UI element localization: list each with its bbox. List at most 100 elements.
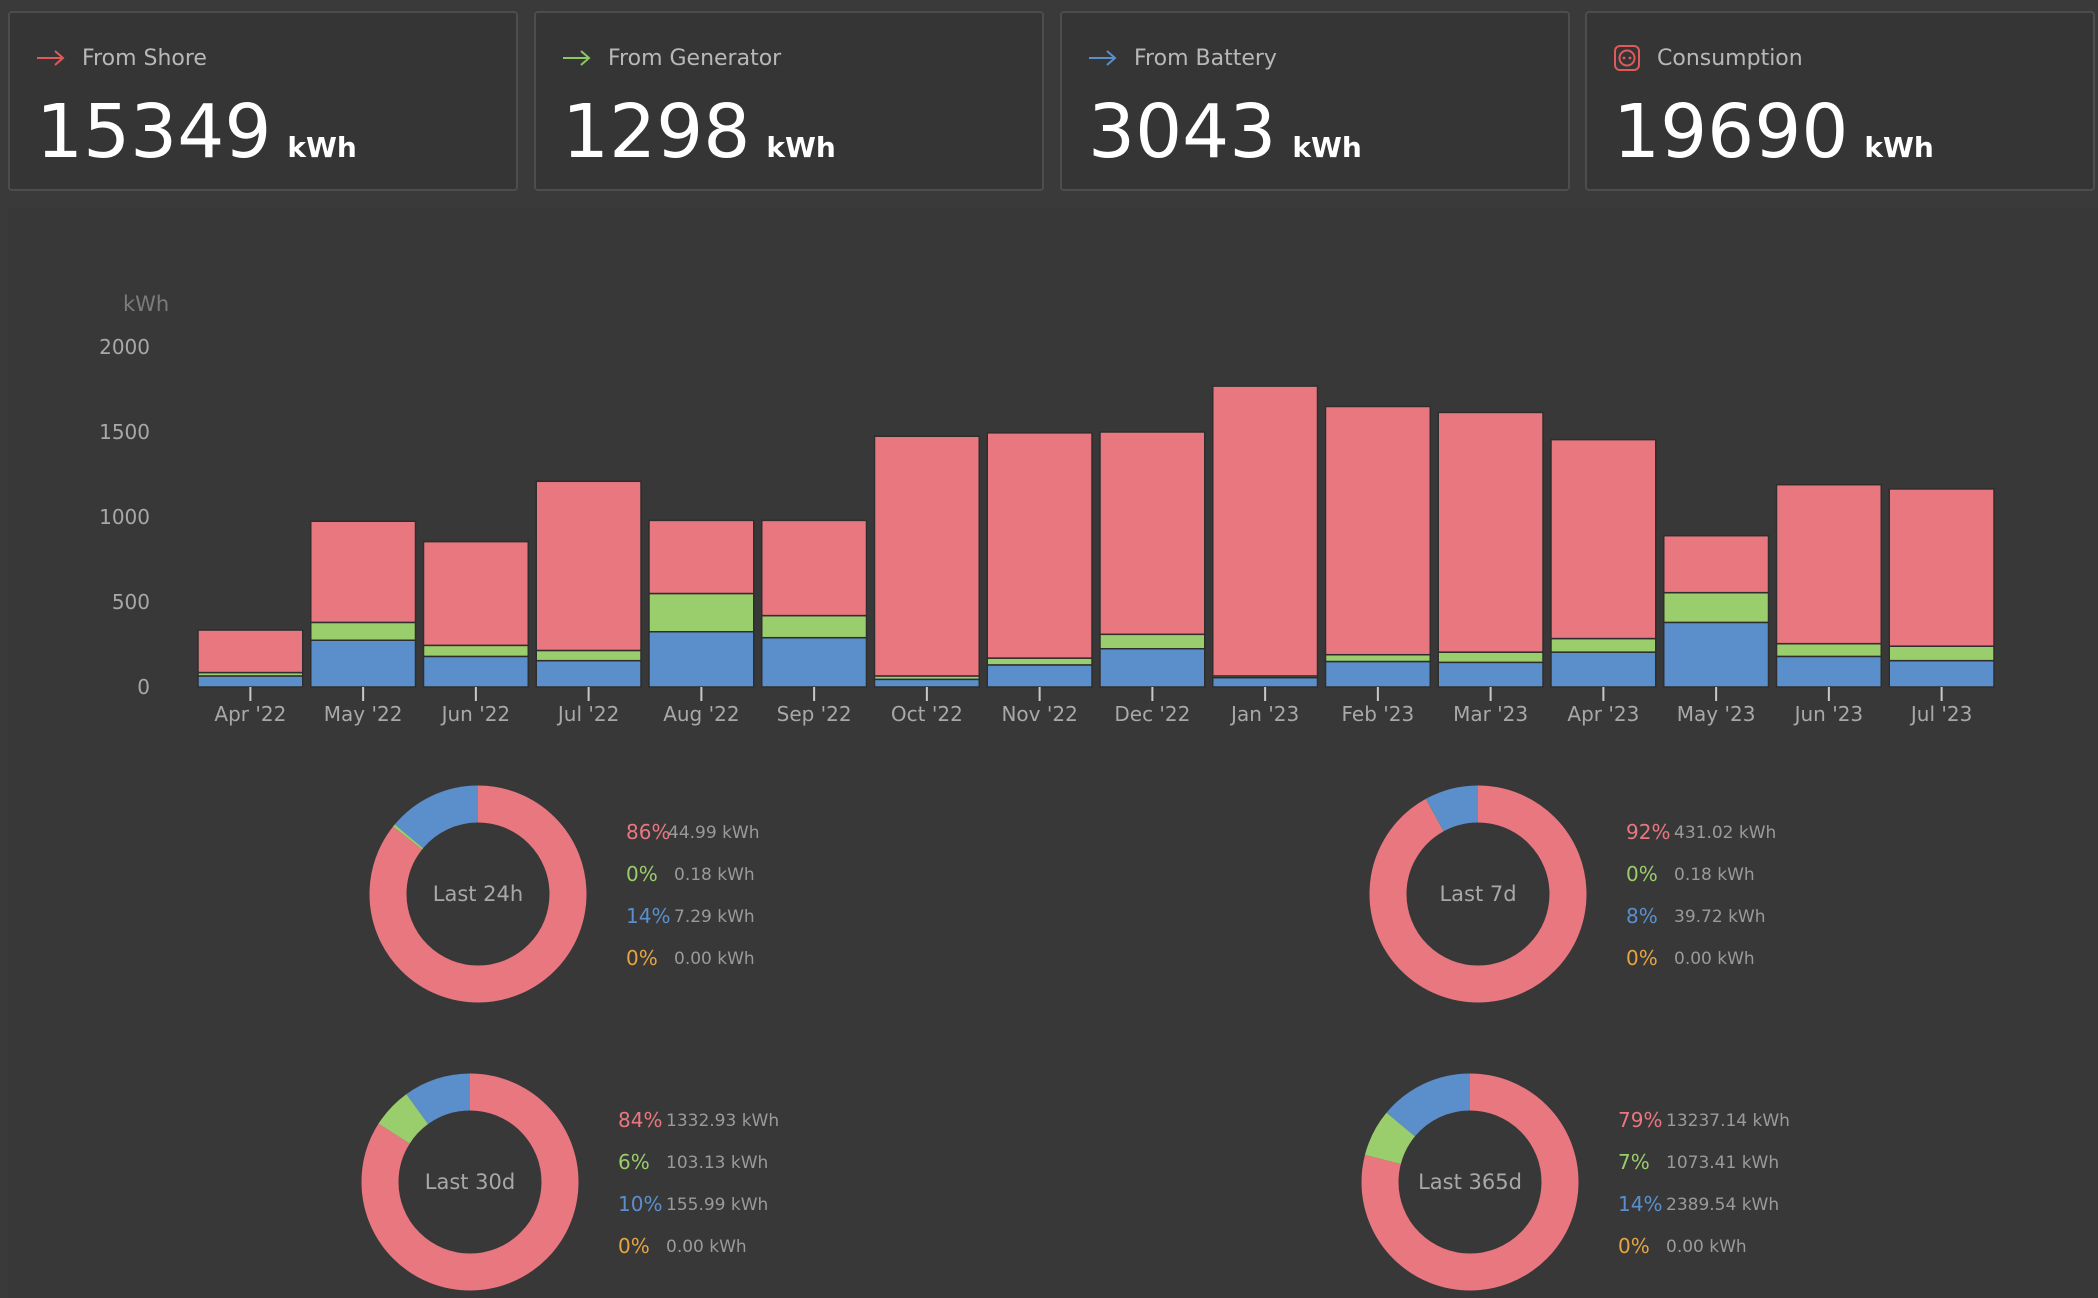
- bar-segment-from-battery[interactable]: [873, 678, 980, 688]
- bar-segment-from-battery[interactable]: [986, 664, 1093, 688]
- bar-segment-from-generator[interactable]: [1550, 637, 1657, 653]
- bar-segment-from-battery[interactable]: [648, 631, 755, 688]
- donut-chart-last-365d: Last 365d: [1361, 1073, 1579, 1291]
- energy-panel: kWh 0 500 1000 1500 2000 Apr '22 May '22 Jun '…: [8, 208, 2098, 1298]
- x-tick-label: May '23: [1677, 702, 1756, 726]
- bar-segment-from-shore[interactable]: [1212, 385, 1319, 677]
- bar-segment-from-battery[interactable]: [1324, 660, 1431, 688]
- card-consumption: Consumption 19690 kWh: [1585, 11, 2095, 191]
- donut-label: Last 24h: [433, 882, 523, 906]
- x-tick-label: Jul '22: [556, 702, 619, 726]
- bars: [197, 385, 1995, 688]
- bar-segment-from-shore[interactable]: [986, 432, 1093, 659]
- donut-label: Last 7d: [1439, 882, 1516, 906]
- legend-kwh: 13237.14 kWh: [1666, 1111, 1790, 1131]
- legend-percent: 79%: [1618, 1108, 1663, 1132]
- bar-segment-from-battery[interactable]: [1437, 661, 1544, 688]
- bar-segment-from-battery[interactable]: [422, 655, 529, 688]
- bar-segment-from-generator[interactable]: [1099, 633, 1206, 650]
- x-tick-label: Nov '22: [1001, 702, 1077, 726]
- bar-segment-from-generator[interactable]: [310, 621, 417, 641]
- bar-segment-from-battery[interactable]: [1212, 676, 1319, 688]
- card-value: 1298: [562, 89, 751, 175]
- bar-segment-from-shore[interactable]: [1099, 431, 1206, 636]
- card-unit: kWh: [766, 131, 836, 164]
- bar-segment-from-shore[interactable]: [310, 520, 417, 624]
- power-outlet-icon: [1614, 45, 1640, 71]
- legend-percent: 8%: [1626, 904, 1658, 928]
- legend-percent: 84%: [618, 1108, 663, 1132]
- legend-percent: 0%: [626, 862, 658, 886]
- bar-segment-from-battery[interactable]: [535, 659, 642, 688]
- arrow-right-icon: [563, 50, 591, 66]
- bar-segment-from-shore[interactable]: [1775, 483, 1882, 645]
- bar-segment-from-shore[interactable]: [1550, 438, 1657, 640]
- bar-segment-from-shore[interactable]: [197, 629, 304, 674]
- donut-segment-battery[interactable]: [1361, 1073, 1579, 1291]
- card-title: From Battery: [1134, 45, 1277, 71]
- donut-chart-last-24h: Last 24h: [369, 785, 587, 1003]
- bar-segment-from-battery[interactable]: [1550, 651, 1657, 688]
- card-title: From Shore: [82, 45, 207, 71]
- bar-segment-from-generator[interactable]: [761, 614, 868, 639]
- donut-segment-battery[interactable]: [1369, 785, 1587, 1003]
- x-tick-label: Aug '22: [663, 702, 739, 726]
- y-tick-label: 500: [112, 590, 150, 614]
- donut-chart-last-7d: Last 7d: [1369, 785, 1587, 1003]
- x-axis: Apr '22 May '22 Jun '22 Jul '22 Aug '22 Sep '…: [214, 687, 1972, 726]
- bar-segment-from-battery[interactable]: [1888, 659, 1995, 688]
- bar-segment-from-generator[interactable]: [535, 649, 642, 662]
- donut-chart-last-30d: Last 30d: [361, 1073, 579, 1291]
- bar-segment-from-shore[interactable]: [535, 480, 642, 652]
- bar-segment-from-shore[interactable]: [1888, 488, 1995, 647]
- bar-segment-from-shore[interactable]: [422, 540, 529, 647]
- bar-segment-from-shore[interactable]: [1663, 534, 1770, 594]
- bar-segment-from-generator[interactable]: [1324, 653, 1431, 663]
- legend-kwh: 1073.41 kWh: [1666, 1153, 1780, 1173]
- y-tick-label: 1000: [99, 505, 150, 529]
- legend-kwh: 0.00 kWh: [1666, 1237, 1747, 1257]
- legend-percent: 0%: [1626, 946, 1658, 970]
- bar-segment-from-generator[interactable]: [986, 657, 1093, 666]
- bar-segment-from-shore[interactable]: [648, 519, 755, 595]
- bar-segment-from-shore[interactable]: [873, 435, 980, 677]
- y-tick-label: 2000: [99, 335, 150, 359]
- legend-percent: 92%: [1626, 820, 1671, 844]
- bar-segment-from-battery[interactable]: [197, 675, 304, 688]
- card-unit: kWh: [1864, 131, 1934, 164]
- legend-kwh: 0.00 kWh: [1674, 949, 1755, 969]
- x-tick-label: Jun '23: [1793, 702, 1864, 726]
- bar-segment-from-battery[interactable]: [761, 636, 868, 688]
- monthly-energy-chart: kWh 0 500 1000 1500 2000 Apr '22 May '22 Jun '…: [99, 292, 1995, 726]
- donut-label: Last 365d: [1418, 1170, 1522, 1194]
- donut-segment-battery[interactable]: [369, 785, 587, 1003]
- legend-percent: 0%: [1626, 862, 1658, 886]
- bar-segment-from-generator[interactable]: [1775, 642, 1882, 658]
- bar-segment-from-generator[interactable]: [422, 644, 529, 658]
- donut-segment-battery[interactable]: [361, 1073, 579, 1291]
- bar-segment-from-shore[interactable]: [761, 519, 868, 617]
- card-value: 19690: [1613, 89, 1849, 175]
- bar-segment-from-battery[interactable]: [1663, 621, 1770, 688]
- bar-segment-from-generator[interactable]: [648, 592, 755, 633]
- card-value: 3043: [1088, 89, 1277, 175]
- bar-segment-from-generator[interactable]: [1663, 591, 1770, 624]
- bar-segment-from-generator[interactable]: [1437, 651, 1544, 664]
- legend-percent: 14%: [1618, 1192, 1663, 1216]
- arrow-right-icon: [37, 50, 65, 66]
- legend-percent: 0%: [626, 946, 658, 970]
- x-tick-label: Jul '23: [1909, 702, 1972, 726]
- bar-segment-from-battery[interactable]: [310, 639, 417, 688]
- legend-kwh: 2389.54 kWh: [1666, 1195, 1780, 1215]
- bar-segment-from-shore[interactable]: [1324, 405, 1431, 656]
- y-tick-label: 0: [137, 675, 150, 699]
- bar-segment-from-battery[interactable]: [1099, 648, 1206, 688]
- legend-kwh: 0.18 kWh: [1674, 865, 1755, 885]
- bar-segment-from-generator[interactable]: [1888, 645, 1995, 662]
- legend-percent: 7%: [1618, 1150, 1650, 1174]
- legend-percent: 14%: [626, 904, 671, 928]
- bar-segment-from-battery[interactable]: [1775, 655, 1882, 688]
- card-from-shore: From Shore 15349 kWh: [8, 11, 518, 191]
- bar-segment-from-shore[interactable]: [1437, 411, 1544, 653]
- legend-kwh: 7.29 kWh: [674, 907, 755, 927]
